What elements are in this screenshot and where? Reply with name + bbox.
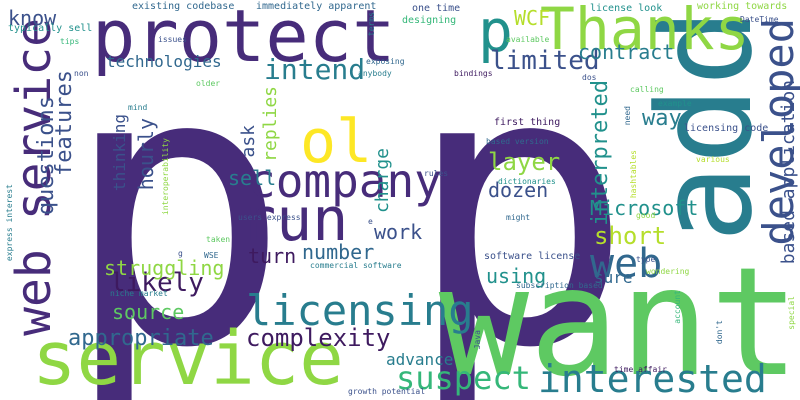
word: good — [636, 211, 656, 220]
word: available — [506, 35, 550, 44]
word: dos — [582, 73, 597, 82]
word: company — [248, 154, 442, 208]
word: hourly — [134, 118, 158, 191]
word: know — [8, 6, 57, 30]
word: taken — [206, 235, 231, 244]
word: dictionaries — [498, 177, 556, 186]
word: mind — [128, 103, 148, 112]
word: struggling — [104, 256, 225, 280]
word: ask — [238, 125, 259, 158]
word: layer — [488, 148, 561, 176]
word: working towards — [697, 1, 788, 12]
word: interoperability — [161, 138, 170, 216]
word: likely — [110, 268, 204, 298]
word: technologies — [106, 52, 222, 71]
word: charge — [372, 148, 393, 214]
word: run — [240, 185, 349, 255]
word: example — [658, 99, 692, 108]
word: using — [486, 264, 547, 288]
word: p — [405, 0, 634, 400]
word: based application — [778, 80, 799, 265]
word: limited — [490, 46, 600, 76]
word: existing codebase — [132, 1, 235, 12]
word: express interest — [5, 184, 14, 262]
word: advance — [386, 350, 454, 369]
word: DateTime — [740, 15, 779, 24]
word: features — [52, 70, 77, 176]
word: p — [478, 0, 513, 65]
word: one time — [412, 3, 461, 14]
word: dozen — [488, 178, 549, 202]
word: don't — [715, 320, 724, 345]
word: tips — [60, 37, 80, 46]
word: thinking — [110, 114, 129, 192]
word: niche market — [110, 289, 168, 298]
word: sell — [228, 166, 277, 190]
word: type — [636, 255, 656, 264]
word: non — [74, 69, 89, 78]
word: suspect — [396, 359, 531, 397]
word: typically sell — [8, 23, 93, 34]
word: WCF — [514, 6, 551, 30]
word: short — [594, 222, 667, 250]
word: contract — [578, 40, 675, 64]
word: e — [368, 217, 373, 226]
word: sure — [594, 268, 633, 287]
word: hashtables — [629, 150, 638, 199]
word: replies — [260, 86, 281, 162]
word: various — [696, 155, 730, 164]
word: special — [787, 296, 796, 330]
word: users express — [238, 213, 301, 222]
word: rules — [424, 169, 449, 178]
word: complexity — [246, 324, 391, 352]
word: p — [62, 0, 291, 400]
word: first thing — [494, 117, 561, 128]
word: Thanks — [540, 0, 750, 63]
word: work — [374, 220, 423, 244]
word: calling — [630, 85, 664, 94]
word: need — [623, 106, 632, 126]
word: service — [32, 316, 344, 400]
word: account — [673, 290, 682, 324]
word: number — [302, 240, 375, 264]
word: protect — [92, 0, 396, 78]
word: software license — [484, 251, 581, 262]
word: commercial software — [310, 261, 402, 270]
word: terms — [367, 12, 376, 37]
word: older — [196, 79, 221, 88]
word: growth potential — [348, 387, 426, 396]
word: immediately apparent — [256, 1, 377, 12]
word: exposing — [366, 57, 405, 66]
word: subscription based — [516, 281, 603, 290]
word: designing — [402, 15, 457, 26]
word: g — [178, 249, 183, 258]
word: time affair — [614, 365, 667, 374]
word: Java — [473, 330, 482, 350]
word: licensing code — [684, 123, 769, 134]
word: WSE — [204, 251, 219, 260]
word: want — [438, 236, 800, 400]
word: based version — [486, 137, 549, 146]
word: way — [642, 106, 682, 131]
word: licensing — [246, 286, 474, 335]
word: Microsoft — [590, 196, 699, 220]
word: web — [590, 241, 663, 287]
word: issues — [158, 35, 187, 44]
word: ol — [300, 107, 373, 177]
word: wondering — [646, 267, 690, 276]
word: license look — [590, 3, 663, 14]
word: source — [112, 300, 185, 324]
word: might — [506, 213, 531, 222]
word: turn — [248, 244, 297, 268]
word: appropriate — [68, 326, 214, 351]
word: bindings — [454, 69, 493, 78]
word: intend — [264, 53, 366, 86]
word: interested — [538, 357, 767, 400]
word: anybody — [358, 69, 392, 78]
